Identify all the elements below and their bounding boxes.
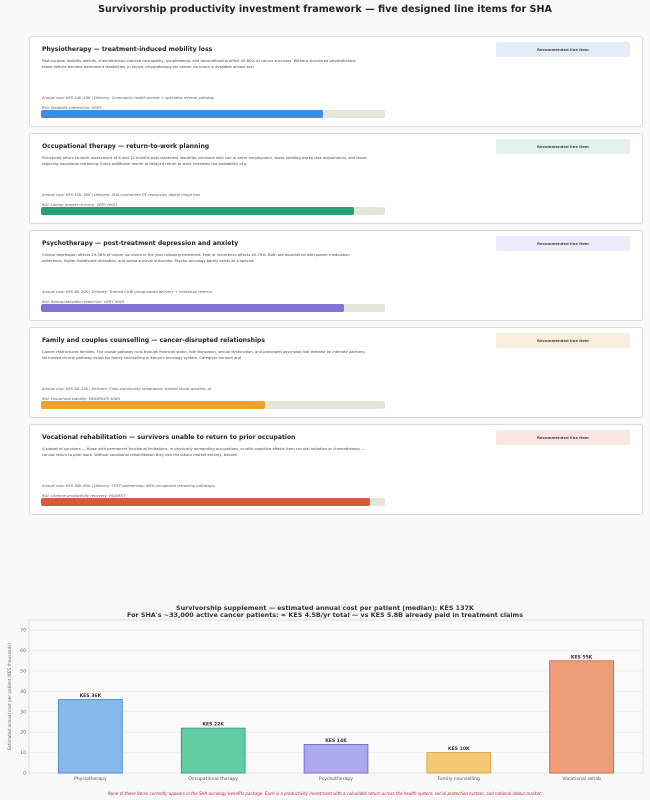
card-roi: ROI: Rehospitalisation reduction: VERY H… bbox=[42, 300, 125, 304]
card-body: A subset of survivors — those with perma… bbox=[42, 447, 365, 457]
line-item-card-family: Family and couples counselling — cancer-… bbox=[29, 327, 643, 418]
plot-area bbox=[28, 619, 644, 774]
roi-bar-fill bbox=[41, 110, 324, 118]
roi-bar-track bbox=[41, 207, 385, 215]
recommended-badge: Recommended line item bbox=[496, 139, 630, 154]
card-cost-meta: Annual cost: KES 30K–80K | Delivery: TVE… bbox=[42, 484, 216, 488]
roi-bar-track bbox=[41, 304, 385, 312]
y-tick-label: 30 bbox=[20, 709, 26, 715]
card-title: Psychotherapy — post-treatment depressio… bbox=[42, 240, 239, 247]
y-tick-label: 20 bbox=[20, 730, 26, 736]
x-tick-label: Physiotherapy bbox=[74, 776, 107, 782]
card-body: Post-surgical mobility deficits, chemoth… bbox=[42, 59, 356, 69]
bar-data-label: KES 10K bbox=[448, 746, 470, 752]
bar bbox=[549, 660, 614, 774]
y-tick-label: 60 bbox=[20, 648, 26, 654]
card-cost-meta: Annual cost: KES 24K–48K | Delivery: Com… bbox=[42, 96, 215, 100]
card-title: Family and couples counselling — cancer-… bbox=[42, 337, 266, 344]
y-tick-label: 10 bbox=[20, 750, 26, 756]
line-item-card-vocational: Vocational rehabilitation — survivors un… bbox=[29, 424, 643, 515]
card-roi: ROI: Labour market re-entry: VERY HIGH bbox=[42, 203, 117, 207]
chart-title: Survivorship supplement — estimated annu… bbox=[176, 604, 474, 612]
card-roi: ROI: Disability prevention: HIGH bbox=[42, 106, 102, 110]
x-tick-label: Psychotherapy bbox=[319, 776, 353, 782]
roi-bar-track bbox=[41, 498, 385, 506]
card-roi: ROI: Household stability: MODERATE-HIGH bbox=[42, 397, 121, 401]
card-body: Cancer restructures families. The causal… bbox=[42, 350, 366, 360]
card-title: Vocational rehabilitation — survivors un… bbox=[42, 434, 296, 441]
y-tick-label: 0 bbox=[23, 771, 26, 777]
page-title: Survivorship productivity investment fra… bbox=[98, 4, 552, 15]
line-item-card-ot: Occupational therapy — return-to-work pl… bbox=[29, 133, 643, 224]
roi-bar-fill bbox=[41, 207, 355, 215]
card-title: Physiotherapy — treatment-induced mobili… bbox=[42, 46, 213, 53]
bar-data-label: KES 22K bbox=[202, 722, 224, 728]
bar bbox=[58, 699, 123, 774]
card-title: Occupational therapy — return-to-work pl… bbox=[42, 143, 210, 150]
roi-bar-track bbox=[41, 110, 385, 118]
y-axis-label: Estimated annual cost per patient (KES t… bbox=[7, 643, 12, 750]
bar-data-label: KES 55K bbox=[571, 654, 593, 660]
card-cost-meta: Annual cost: KES 6K–12K | Delivery: Fait… bbox=[42, 387, 212, 391]
recommended-badge: Recommended line item bbox=[496, 333, 630, 348]
bar bbox=[426, 752, 492, 774]
x-tick-label: Occupational therapy bbox=[188, 776, 238, 782]
bar-data-label: KES 36K bbox=[80, 693, 102, 699]
y-tick-label: 40 bbox=[20, 689, 26, 695]
line-item-card-psycho: Psychotherapy — post-treatment depressio… bbox=[29, 230, 643, 321]
roi-bar-fill bbox=[41, 498, 370, 506]
card-cost-meta: Annual cost: KES 8K–20K | Delivery: Trai… bbox=[42, 290, 212, 294]
roi-bar-fill bbox=[41, 304, 344, 312]
roi-bar-track bbox=[41, 401, 385, 409]
y-tick-label: 70 bbox=[20, 628, 26, 634]
card-cost-meta: Annual cost: KES 15K–30K | Delivery: SHA… bbox=[42, 193, 201, 197]
roi-bar-fill bbox=[41, 401, 265, 409]
card-body: Structured return-to-work assessment at … bbox=[42, 156, 367, 166]
y-tick-label: 50 bbox=[20, 669, 26, 675]
x-tick-label: Family counselling bbox=[438, 776, 480, 782]
chart-subtitle: For SHA's ~33,000 active cancer patients… bbox=[126, 611, 524, 619]
footnote: None of these items currently appears in… bbox=[107, 791, 543, 796]
line-item-card-physio: Physiotherapy — treatment-induced mobili… bbox=[29, 36, 643, 127]
x-tick-label: Vocational rehab bbox=[562, 776, 601, 782]
bar bbox=[303, 744, 369, 774]
bar bbox=[180, 727, 246, 774]
bar-data-label: KES 14K bbox=[325, 738, 347, 744]
recommended-badge: Recommended line item bbox=[496, 42, 630, 57]
card-roi: ROI: Lifetime productivity recovery: HIG… bbox=[42, 494, 126, 498]
card-body: Clinical depression affects 20-38% of ca… bbox=[42, 253, 350, 263]
recommended-badge: Recommended line item bbox=[496, 430, 630, 445]
recommended-badge: Recommended line item bbox=[496, 236, 630, 251]
